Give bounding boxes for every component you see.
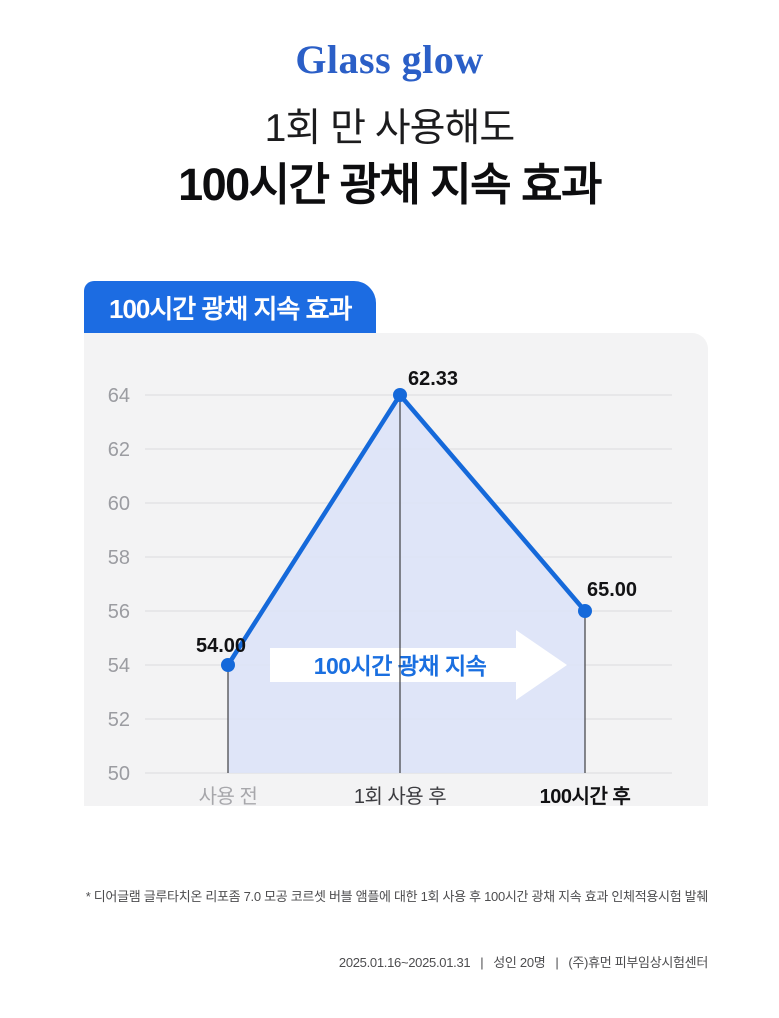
y-tick-label: 60 <box>108 493 130 515</box>
data-point <box>393 388 407 402</box>
y-tick-label: 50 <box>108 763 130 785</box>
duration-arrow <box>270 630 567 700</box>
value-label: 65.00 <box>587 579 637 601</box>
data-point <box>221 658 235 672</box>
chart-panel: 100시간 광채 지속 효과 64 62 60 58 56 54 52 50 100시간 광채 … <box>84 281 708 1018</box>
y-tick-label: 62 <box>108 439 130 461</box>
y-tick-label: 58 <box>108 547 130 569</box>
y-tick-label: 52 <box>108 709 130 731</box>
data-point <box>578 604 592 618</box>
headline-line2: 100시간 광채 지속 효과 <box>178 159 602 210</box>
y-tick-label: 64 <box>108 385 130 407</box>
y-tick-label: 56 <box>108 601 130 623</box>
x-axis-label: 100시간 후 <box>540 785 631 806</box>
footnote-line1: * 디어글램 글루타치온 리포좀 7.0 모공 코르셋 버블 앰플에 대한 1회… <box>85 889 709 904</box>
chart-card: 64 62 60 58 56 54 52 50 100시간 광채 지속 54.00 62.33 65.… <box>84 333 708 806</box>
value-label: 62.33 <box>408 368 458 390</box>
headline-line1: 1회 만 사용해도 <box>264 107 516 150</box>
x-axis-label: 1회 사용 후 <box>354 785 446 806</box>
brand-logo: Glass glow <box>295 37 484 82</box>
y-tick-label: 54 <box>108 655 130 677</box>
footnote: * 디어글램 글루타치온 리포좀 7.0 모공 코르셋 버블 앰플에 대한 1회… <box>84 842 709 1018</box>
footnote-line2: 2025.01.16~2025.01.31 | 성인 20명 | (주)휴먼 피… <box>338 955 708 970</box>
value-label: 54.00 <box>196 635 246 657</box>
chart-title-badge: 100시간 광채 지속 효과 <box>84 281 377 333</box>
x-axis-label: 사용 전 <box>199 785 258 806</box>
